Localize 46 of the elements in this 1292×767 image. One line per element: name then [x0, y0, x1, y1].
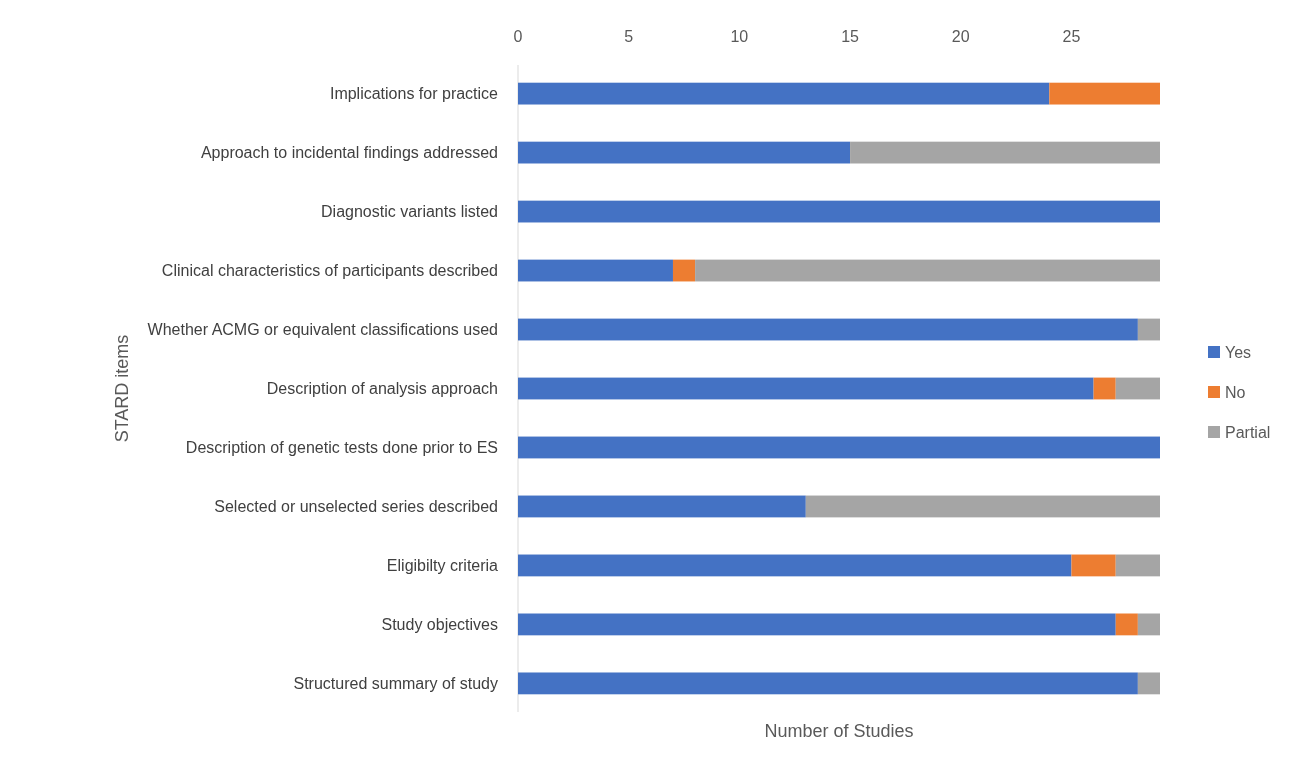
bar [518, 141, 851, 164]
bar [518, 672, 1138, 695]
y-tick-label: Clinical characteristics of participants described [161, 262, 498, 280]
bar [695, 259, 1160, 282]
y-tick-label: Study objectives [381, 616, 498, 634]
bar [518, 200, 1160, 223]
x-tick-label: 5 [624, 28, 634, 45]
bar [518, 82, 1050, 105]
x-tick-label: 0 [513, 28, 523, 45]
bar [1049, 82, 1160, 105]
bar [1115, 554, 1160, 577]
bar [518, 495, 806, 518]
bar [1115, 613, 1138, 636]
bar [518, 318, 1138, 341]
x-axis-title: Number of Studies [764, 721, 914, 741]
bar [672, 259, 696, 282]
y-tick-label: Whether ACMG or equivalent classifications used [147, 321, 498, 339]
bar [1071, 554, 1116, 577]
bar [1093, 377, 1116, 400]
y-axis-title: STARD items [112, 334, 132, 443]
y-tick-label: Description of genetic tests done prior to ES [185, 439, 498, 457]
bar [518, 377, 1094, 400]
x-tick-label: 15 [841, 28, 860, 45]
x-tick-label: 10 [730, 28, 749, 45]
bar [1137, 318, 1160, 341]
bar [518, 436, 1160, 459]
legend-label: Partial [1225, 423, 1271, 441]
x-tick-label: 25 [1062, 28, 1081, 45]
bar [518, 554, 1072, 577]
y-tick-label: Eligibilty criteria [386, 557, 499, 575]
bar [805, 495, 1160, 518]
y-tick-label: Approach to incidental findings addressed [200, 144, 498, 162]
y-tick-label: Selected or unselected series described [214, 498, 498, 516]
x-tick-label: 20 [951, 28, 970, 45]
legend-label: No [1225, 383, 1246, 401]
bar [850, 141, 1160, 164]
legend-label: Yes [1225, 343, 1252, 361]
y-tick-label: Diagnostic variants listed [321, 203, 498, 221]
bar [1137, 672, 1160, 695]
bar [1137, 613, 1160, 636]
bar [518, 613, 1116, 636]
y-tick-label: Structured summary of study [293, 675, 498, 692]
y-tick-label: Description of analysis approach [266, 380, 498, 398]
bar [518, 259, 673, 282]
y-tick-label: Implications for practice [329, 85, 499, 103]
bar [1115, 377, 1160, 400]
